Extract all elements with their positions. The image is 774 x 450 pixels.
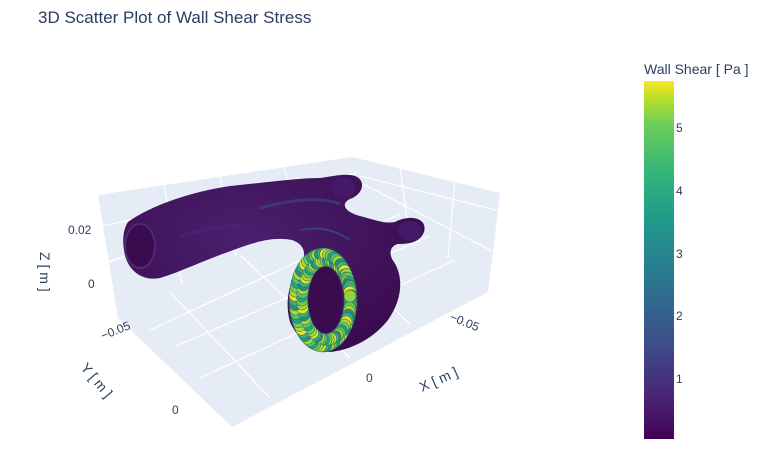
colorbar-tick-3: 3 (676, 247, 683, 261)
colorbar-tick-1: 1 (676, 372, 683, 386)
x-tick-0: −0.05 (448, 310, 482, 334)
y-axis-title: Y [ m ] (78, 360, 116, 401)
x-tick-1: 0 (366, 371, 373, 385)
y-tick-0: −0.05 (99, 318, 133, 342)
z-axis-title: Z [ m ] (37, 252, 53, 292)
colorbar-tick-2: 2 (676, 309, 683, 323)
y-tick-1: 0 (172, 403, 179, 417)
chart-title: 3D Scatter Plot of Wall Shear Stress (38, 8, 312, 27)
scatter-point (343, 289, 357, 303)
ring-lumen (308, 266, 342, 334)
z-tick-1: 0 (88, 277, 95, 291)
scatter-ring (288, 247, 358, 353)
back-wall-right (352, 157, 500, 292)
colorbar-tick-5: 5 (676, 121, 683, 135)
colorbar (644, 81, 674, 439)
z-tick-0: 0.02 (68, 223, 92, 237)
x-axis-title: X [ m ] (417, 364, 460, 395)
colorbar-title: Wall Shear [ Pa ] (644, 61, 749, 77)
colorbar-tick-4: 4 (676, 184, 683, 198)
